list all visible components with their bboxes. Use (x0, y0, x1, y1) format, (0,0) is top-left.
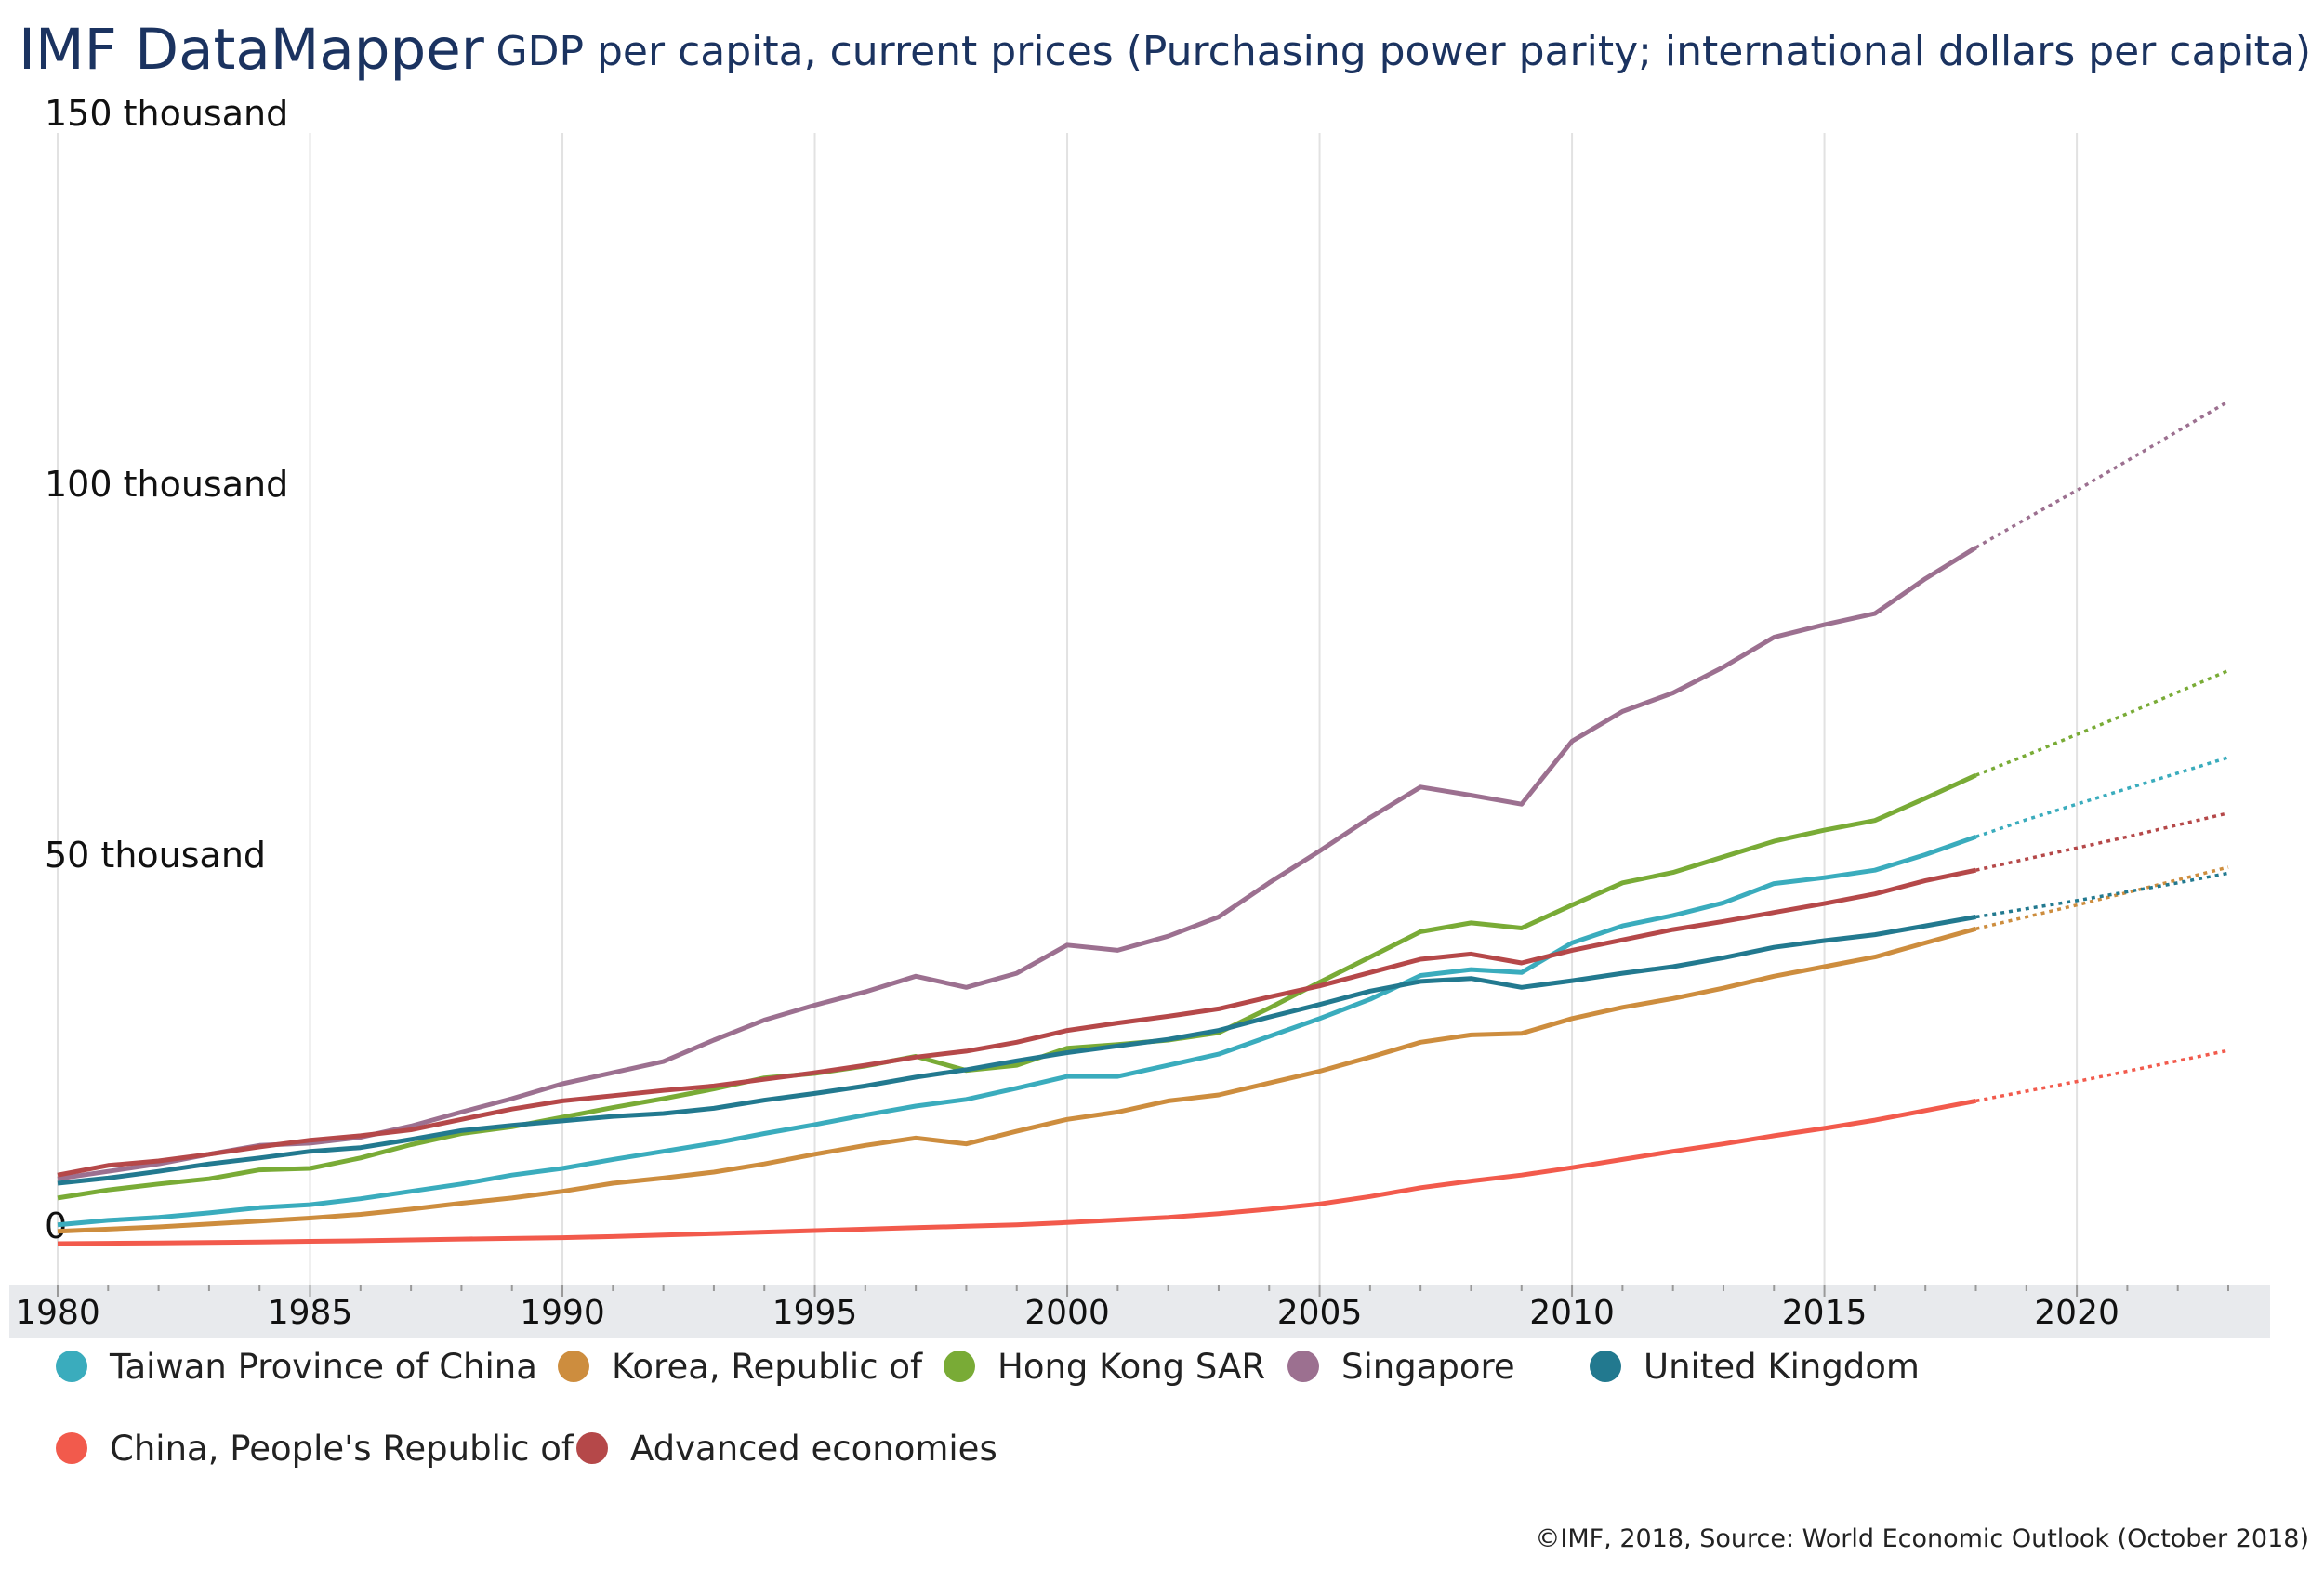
legend-swatch (1287, 1351, 1319, 1382)
legend-swatch (56, 1351, 87, 1382)
series-projection-china-people-s-republic-of (1975, 1048, 2229, 1103)
series-line-united-kingdom (57, 915, 1976, 1186)
chart-title: GDP per capita, current prices (Purchasi… (495, 28, 2312, 75)
source-note: ©IMF, 2018, Source: World Economic Outlo… (1535, 1524, 2309, 1553)
series-projection-united-kingdom (1975, 871, 2229, 919)
y-tick-label: 50 thousand (45, 835, 266, 876)
legend-swatch (56, 1432, 87, 1464)
series-line-korea-republic-of (57, 926, 1977, 1234)
legend-swatch (944, 1351, 975, 1382)
x-tick-label: 1990 (520, 1294, 605, 1332)
series-lines (57, 400, 2229, 1246)
legend-item[interactable]: Korea, Republic of (558, 1338, 922, 1394)
legend-item[interactable]: Advanced economies (576, 1420, 997, 1476)
series-projection-korea-republic-of (1975, 865, 2229, 931)
legend-label: Korea, Republic of (612, 1346, 922, 1387)
legend-label: United Kingdom (1644, 1346, 1920, 1387)
series-projection-singapore (1974, 400, 2229, 549)
legend-swatch (558, 1351, 589, 1382)
y-tick-label: 100 thousand (45, 464, 288, 505)
x-tick-label: 2020 (2034, 1294, 2119, 1332)
legend-item[interactable]: Singapore (1287, 1338, 1515, 1394)
x-axis-band (9, 1285, 2270, 1338)
legend-swatch (576, 1432, 608, 1464)
legend-label: China, People's Republic of (110, 1428, 574, 1469)
x-tick-label: 1985 (268, 1294, 353, 1332)
legend-label: Advanced economies (630, 1428, 997, 1469)
series-line-taiwan-province-of-china (57, 834, 1977, 1228)
x-tick-label: 2010 (1529, 1294, 1615, 1332)
x-tick-label: 1995 (772, 1294, 858, 1332)
legend-label: Taiwan Province of China (110, 1346, 537, 1387)
legend-swatch (1590, 1351, 1621, 1382)
series-line-hong-kong-sar (57, 772, 1977, 1201)
legend-label: Hong Kong SAR (997, 1346, 1266, 1387)
x-tick-label: 2015 (1782, 1294, 1868, 1332)
series-projection-advanced-economies (1975, 811, 2229, 872)
legend-item[interactable]: Taiwan Province of China (56, 1338, 537, 1394)
series-line-advanced-economies (57, 867, 1977, 1178)
legend-item[interactable]: Hong Kong SAR (944, 1338, 1265, 1394)
legend-item[interactable]: United Kingdom (1590, 1338, 1920, 1394)
legend-item[interactable]: China, People's Republic of (56, 1420, 574, 1476)
series-projection-taiwan-province-of-china (1974, 756, 2229, 838)
brand-logo-text: IMF DataMapper (19, 17, 484, 83)
series-line-singapore (57, 545, 1977, 1181)
x-axis: 1980 1985 1990 1995 2000 2005 2010 2015 2020 (15, 1285, 2229, 1332)
legend-label: Singapore (1341, 1346, 1515, 1387)
y-tick-label: 150 thousand (45, 93, 288, 134)
gridlines (57, 133, 2079, 1285)
x-tick-label: 2000 (1024, 1294, 1110, 1332)
x-tick-label: 2005 (1277, 1294, 1363, 1332)
series-projection-hong-kong-sar (1974, 668, 2229, 777)
x-tick-label: 1980 (15, 1294, 100, 1332)
series-line-china-people-s-republic-of (57, 1098, 1976, 1246)
